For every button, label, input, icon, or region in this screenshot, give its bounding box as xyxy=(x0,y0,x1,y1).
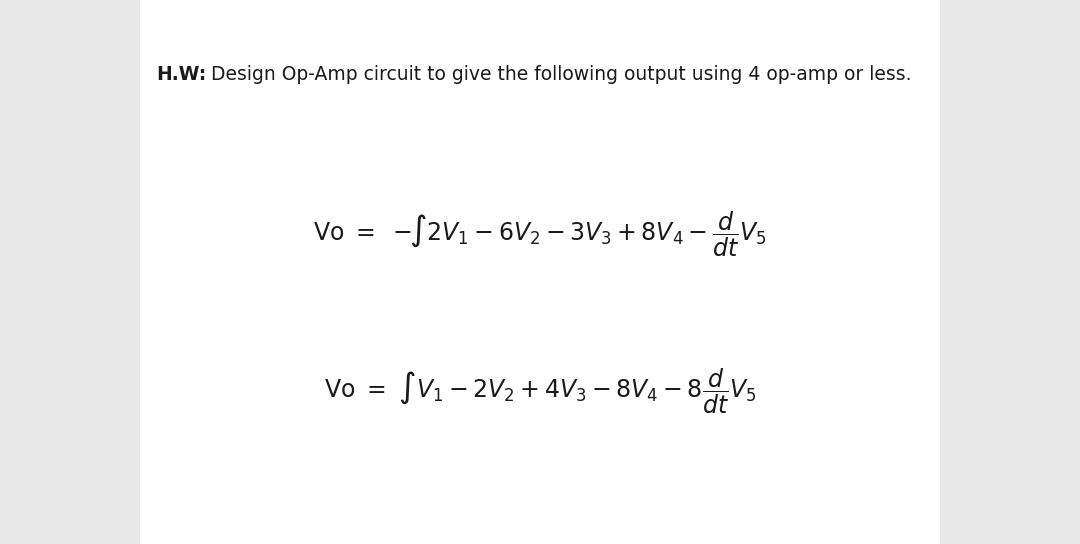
Text: Design Op-Amp circuit to give the following output using 4 op-amp or less.: Design Op-Amp circuit to give the follow… xyxy=(205,65,912,84)
Text: H.W:: H.W: xyxy=(157,65,207,84)
Bar xyxy=(140,0,940,544)
Text: $\mathrm{Vo}\ =\ -\!\!\int 2V_1 - 6V_2 - 3V_3 + 8V_4 - \dfrac{d}{dt}V_5$: $\mathrm{Vo}\ =\ -\!\!\int 2V_1 - 6V_2 -… xyxy=(313,209,767,258)
Text: $\mathrm{Vo}\ =\ \int V_1 - 2V_2 + 4V_3 - 8V_4 - 8\dfrac{d}{dt}V_5$: $\mathrm{Vo}\ =\ \int V_1 - 2V_2 + 4V_3 … xyxy=(324,367,756,416)
